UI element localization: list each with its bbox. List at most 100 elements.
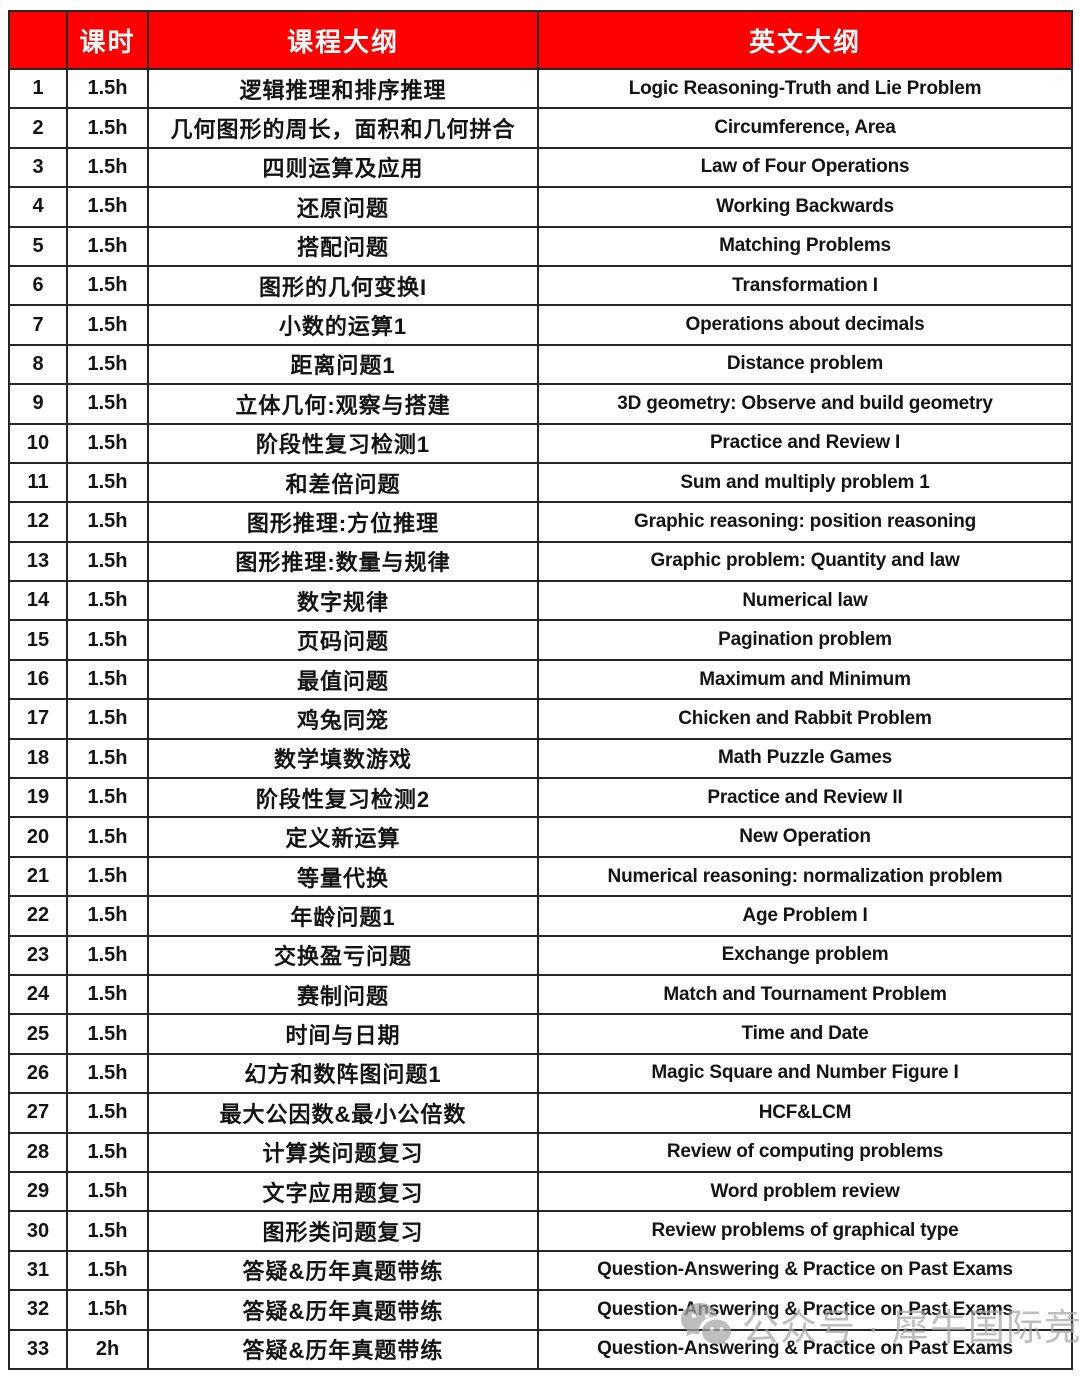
row-number-cell: 23 [8,934,68,976]
table-row: 2 1.5h 几何图形的周长，面积和几何拼合 Circumference, Ar… [8,107,1073,149]
row-number-cell: 16 [8,658,68,701]
outline-cn-cell: 定义新运算 [147,816,539,858]
outline-cn-cell: 最值问题 [147,658,539,701]
hours-cell: 1.5h [66,461,149,504]
row-number-cell: 19 [8,777,68,819]
hours-cell: 1.5h [66,343,149,386]
outline-cn-cell: 页码问题 [147,619,539,661]
outline-en-cell: New Operation [537,816,1073,858]
hours-cell: 1.5h [66,1052,149,1095]
row-number-cell: 24 [8,973,68,1016]
table-row: 31 1.5h 答疑&历年真题带练 Question-Answering & P… [8,1249,1073,1292]
hours-cell: 1.5h [66,67,149,110]
table-row: 26 1.5h 幻方和数阵图问题1 Magic Square and Numbe… [8,1052,1073,1095]
table-row: 13 1.5h 图形推理:数量与规律 Graphic problem: Quan… [8,540,1073,583]
row-number-cell: 17 [8,698,68,740]
row-number-cell: 4 [8,186,68,228]
hours-cell: 1.5h [66,973,149,1016]
outline-cn-cell: 答疑&历年真题带练 [147,1249,539,1292]
table-row: 1 1.5h 逻辑推理和排序推理 Logic Reasoning-Truth a… [8,67,1073,110]
outline-en-cell: Circumference, Area [537,107,1073,149]
outline-en-cell: Time and Date [537,1013,1073,1055]
row-number-cell: 3 [8,146,68,189]
table-row: 28 1.5h 计算类问题复习 Review of computing prob… [8,1131,1073,1173]
outline-cn-cell: 图形推理:方位推理 [147,501,539,543]
row-number-cell: 29 [8,1170,68,1213]
row-number-cell: 33 [8,1328,68,1370]
table-row: 17 1.5h 鸡兔同笼 Chicken and Rabbit Problem [8,698,1073,740]
table-row: 24 1.5h 赛制问题 Match and Tournament Proble… [8,973,1073,1016]
outline-cn-cell: 阶段性复习检测2 [147,777,539,819]
outline-en-cell: Practice and Review II [537,777,1073,819]
outline-cn-cell: 几何图形的周长，面积和几何拼合 [147,107,539,149]
table-row: 22 1.5h 年龄问题1 Age Problem I [8,895,1073,937]
row-number-cell: 22 [8,895,68,937]
row-number-cell: 26 [8,1052,68,1095]
outline-en-cell: Working Backwards [537,186,1073,228]
outline-en-cell: Chicken and Rabbit Problem [537,698,1073,740]
table-row: 33 2h 答疑&历年真题带练 Question-Answering & Pra… [8,1328,1073,1370]
outline-en-cell: 3D geometry: Observe and build geometry [537,383,1073,425]
table-row: 3 1.5h 四则运算及应用 Law of Four Operations [8,146,1073,189]
hours-cell: 1.5h [66,1170,149,1213]
outline-en-cell: Match and Tournament Problem [537,973,1073,1016]
outline-cn-cell: 搭配问题 [147,225,539,267]
hours-cell: 1.5h [66,1210,149,1252]
header-outline-cn-cell: 课程大纲 [147,10,539,70]
outline-en-cell: Law of Four Operations [537,146,1073,189]
outline-cn-cell: 时间与日期 [147,1013,539,1055]
table-row: 20 1.5h 定义新运算 New Operation [8,816,1073,858]
outline-cn-cell: 文字应用题复习 [147,1170,539,1213]
outline-en-cell: Magic Square and Number Figure I [537,1052,1073,1095]
outline-en-cell: Question-Answering & Practice on Past Ex… [537,1328,1073,1370]
outline-en-cell: Operations about decimals [537,304,1073,346]
outline-en-cell: Matching Problems [537,225,1073,267]
hours-cell: 1.5h [66,698,149,740]
hours-cell: 1.5h [66,186,149,228]
row-number-cell: 15 [8,619,68,661]
outline-cn-cell: 数学填数游戏 [147,737,539,780]
outline-cn-cell: 阶段性复习检测1 [147,422,539,464]
outline-en-cell: Review of computing problems [537,1131,1073,1173]
hours-cell: 2h [66,1328,149,1370]
table-row: 19 1.5h 阶段性复习检测2 Practice and Review II [8,777,1073,819]
hours-cell: 1.5h [66,146,149,189]
header-row: 课时 课程大纲 英文大纲 [8,10,1073,70]
hours-cell: 1.5h [66,658,149,701]
hours-cell: 1.5h [66,383,149,425]
outline-en-cell: Math Puzzle Games [537,737,1073,780]
table-row: 23 1.5h 交换盈亏问题 Exchange problem [8,934,1073,976]
row-number-cell: 6 [8,264,68,307]
table-row: 10 1.5h 阶段性复习检测1 Practice and Review I [8,422,1073,464]
outline-en-cell: Sum and multiply problem 1 [537,461,1073,504]
outline-cn-cell: 图形推理:数量与规律 [147,540,539,583]
outline-cn-cell: 计算类问题复习 [147,1131,539,1173]
outline-cn-cell: 交换盈亏问题 [147,934,539,976]
outline-en-cell: Graphic problem: Quantity and law [537,540,1073,583]
hours-cell: 1.5h [66,895,149,937]
outline-cn-cell: 最大公因数&最小公倍数 [147,1092,539,1134]
outline-en-cell: Review problems of graphical type [537,1210,1073,1252]
hours-cell: 1.5h [66,777,149,819]
outline-en-cell: Exchange problem [537,934,1073,976]
outline-en-cell: Pagination problem [537,619,1073,661]
table-row: 25 1.5h 时间与日期 Time and Date [8,1013,1073,1055]
outline-en-cell: Maximum and Minimum [537,658,1073,701]
table-row: 14 1.5h 数字规律 Numerical law [8,580,1073,622]
course-outline-table: 课时 课程大纲 英文大纲 1 1.5h 逻辑推理和排序推理 Logic Reas… [8,10,1073,1370]
outline-en-cell: Question-Answering & Practice on Past Ex… [537,1289,1073,1331]
hours-cell: 1.5h [66,304,149,346]
table-row: 29 1.5h 文字应用题复习 Word problem review [8,1170,1073,1213]
row-number-cell: 21 [8,855,68,898]
outline-cn-cell: 还原问题 [147,186,539,228]
row-number-cell: 25 [8,1013,68,1055]
table-row: 5 1.5h 搭配问题 Matching Problems [8,225,1073,267]
outline-cn-cell: 距离问题1 [147,343,539,386]
header-index-cell [8,10,68,70]
table-row: 4 1.5h 还原问题 Working Backwards [8,186,1073,228]
outline-cn-cell: 立体几何:观察与搭建 [147,383,539,425]
hours-cell: 1.5h [66,1092,149,1134]
outline-cn-cell: 答疑&历年真题带练 [147,1328,539,1370]
row-number-cell: 12 [8,501,68,543]
hours-cell: 1.5h [66,422,149,464]
